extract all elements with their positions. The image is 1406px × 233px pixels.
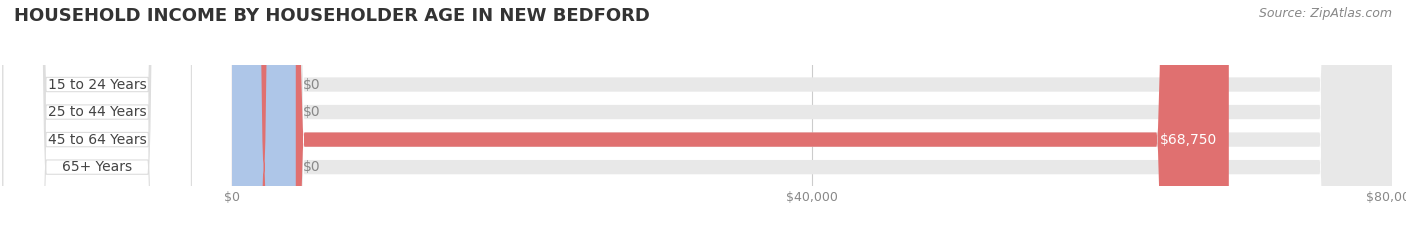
FancyBboxPatch shape	[3, 0, 191, 233]
Text: $0: $0	[304, 78, 321, 92]
Text: 25 to 44 Years: 25 to 44 Years	[48, 105, 146, 119]
Text: $0: $0	[304, 160, 321, 174]
FancyBboxPatch shape	[232, 0, 1392, 233]
Text: 65+ Years: 65+ Years	[62, 160, 132, 174]
FancyBboxPatch shape	[3, 0, 191, 233]
FancyBboxPatch shape	[232, 0, 1392, 233]
Text: 15 to 24 Years: 15 to 24 Years	[48, 78, 146, 92]
FancyBboxPatch shape	[232, 0, 1392, 233]
FancyBboxPatch shape	[232, 0, 295, 233]
FancyBboxPatch shape	[3, 0, 191, 233]
FancyBboxPatch shape	[3, 0, 191, 233]
Text: $68,750: $68,750	[1160, 133, 1218, 147]
FancyBboxPatch shape	[232, 0, 295, 233]
Text: 45 to 64 Years: 45 to 64 Years	[48, 133, 146, 147]
FancyBboxPatch shape	[232, 0, 1229, 233]
FancyBboxPatch shape	[232, 0, 1392, 233]
Text: Source: ZipAtlas.com: Source: ZipAtlas.com	[1258, 7, 1392, 20]
FancyBboxPatch shape	[232, 0, 295, 233]
Text: HOUSEHOLD INCOME BY HOUSEHOLDER AGE IN NEW BEDFORD: HOUSEHOLD INCOME BY HOUSEHOLDER AGE IN N…	[14, 7, 650, 25]
Text: $0: $0	[304, 105, 321, 119]
